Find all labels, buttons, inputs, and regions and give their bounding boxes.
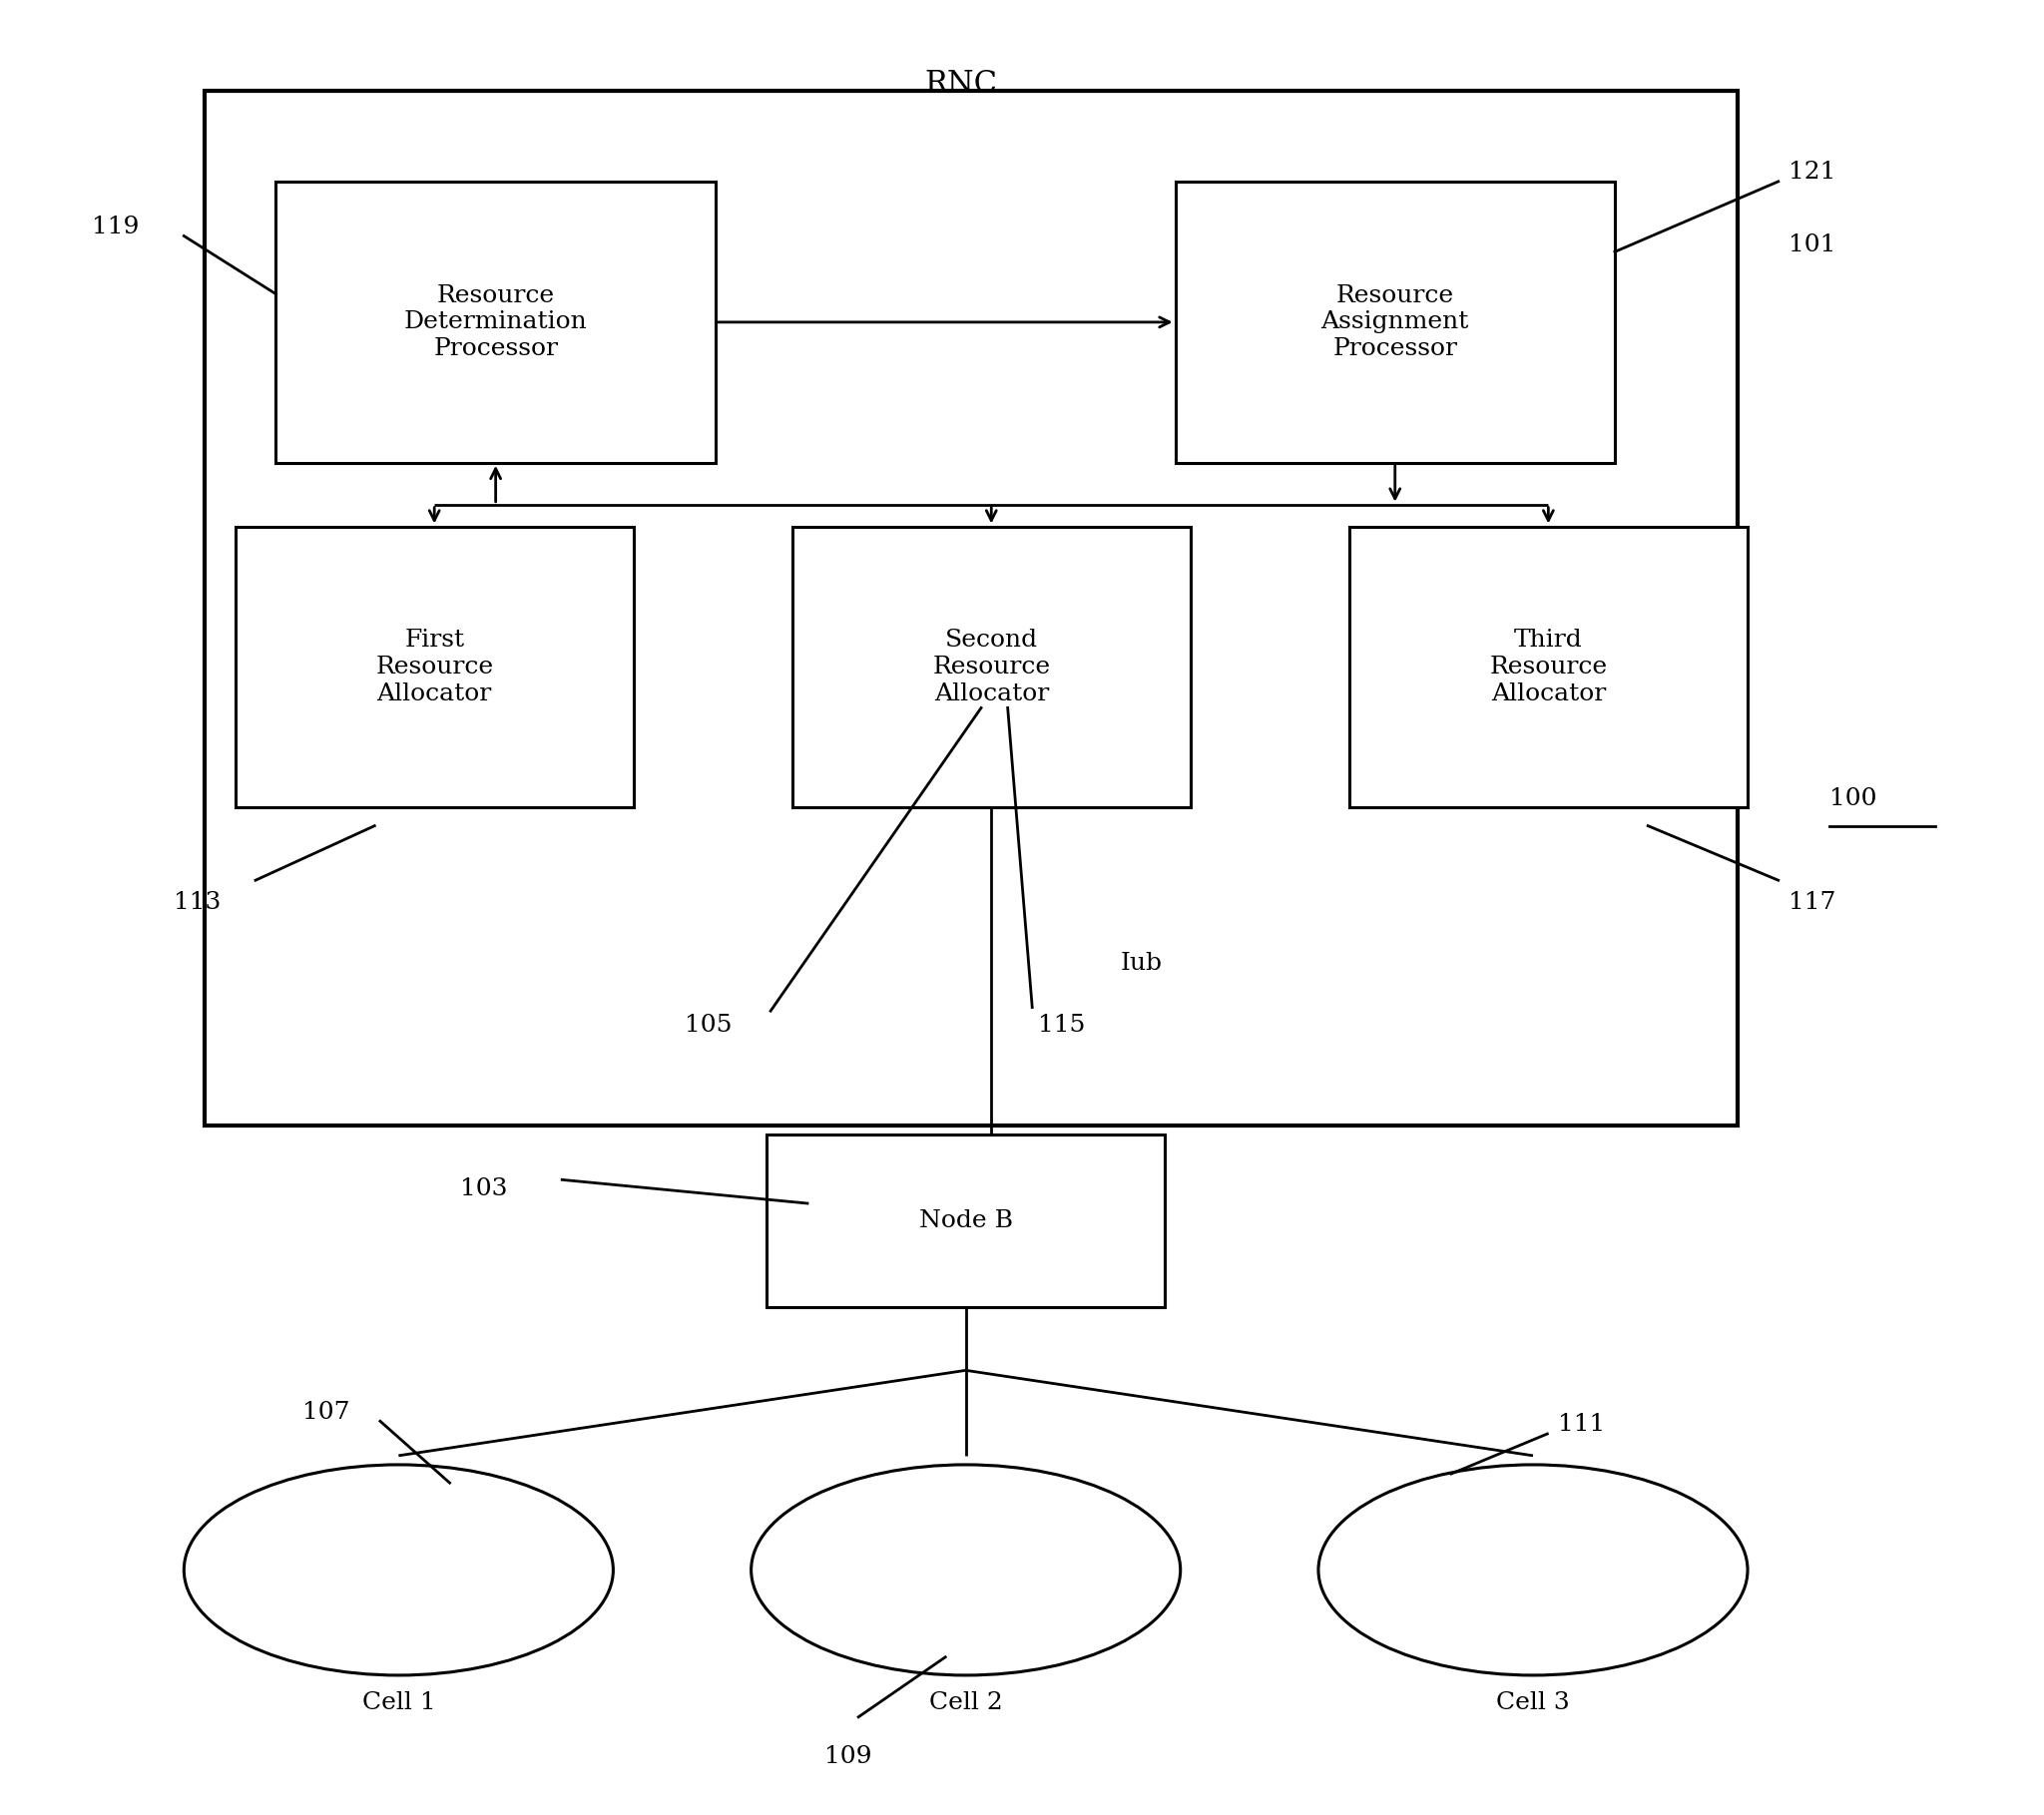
Text: 115: 115 [1038,1015,1085,1036]
Text: 100: 100 [1829,788,1876,809]
Text: 121: 121 [1788,162,1836,183]
Text: 119: 119 [92,216,139,238]
Text: 109: 109 [824,1746,873,1768]
Text: Resource
Determination
Processor: Resource Determination Processor [405,285,587,359]
FancyBboxPatch shape [235,526,634,808]
Text: 111: 111 [1558,1414,1605,1436]
FancyBboxPatch shape [1175,182,1615,463]
Ellipse shape [1318,1465,1748,1675]
FancyBboxPatch shape [204,91,1737,1125]
Text: Cell 1: Cell 1 [362,1692,435,1713]
FancyBboxPatch shape [276,182,715,463]
Text: Node B: Node B [920,1209,1012,1232]
Text: 113: 113 [174,891,221,913]
Ellipse shape [750,1465,1181,1675]
Text: First
Resource
Allocator: First Resource Allocator [376,630,493,704]
Text: 117: 117 [1788,891,1836,913]
Text: 103: 103 [460,1178,507,1200]
Text: Cell 3: Cell 3 [1496,1692,1570,1713]
Text: 105: 105 [685,1015,732,1036]
Text: 101: 101 [1788,234,1836,256]
FancyBboxPatch shape [1349,526,1748,808]
Text: Third
Resource
Allocator: Third Resource Allocator [1490,630,1607,704]
Text: Resource
Assignment
Processor: Resource Assignment Processor [1320,285,1470,359]
Text: Second
Resource
Allocator: Second Resource Allocator [932,630,1051,704]
Text: Cell 2: Cell 2 [928,1692,1004,1713]
Ellipse shape [184,1465,613,1675]
Text: RNC: RNC [924,69,997,100]
Text: Iub: Iub [1120,951,1163,975]
Text: 107: 107 [303,1401,350,1423]
FancyBboxPatch shape [766,1134,1165,1307]
FancyBboxPatch shape [793,526,1190,808]
